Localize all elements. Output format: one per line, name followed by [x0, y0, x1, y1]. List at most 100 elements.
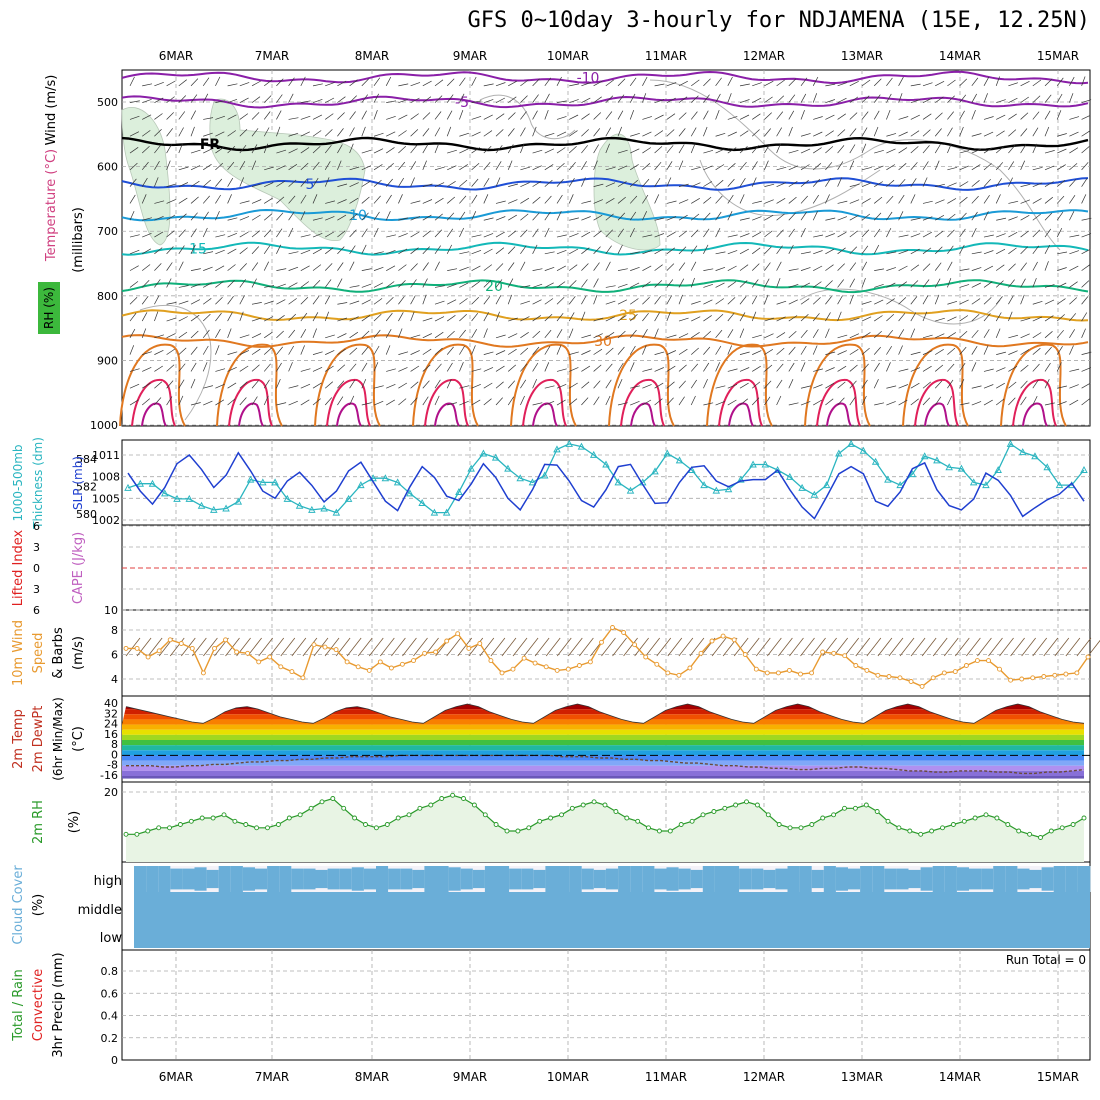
wind-barb: [398, 217, 409, 221]
wind-barb: [629, 211, 637, 221]
thickness-point: [271, 478, 279, 486]
wind-barb: [1008, 311, 1013, 322]
wind-barb: [129, 162, 138, 171]
wind-speed-point: [632, 642, 638, 648]
wind-barb: [141, 145, 150, 154]
wind-barb: [373, 109, 378, 120]
wind-barb: [666, 129, 675, 137]
wind-barb: [300, 131, 310, 137]
wind-barb: [983, 281, 993, 288]
cloud-high-bar: [1041, 867, 1054, 891]
wind-barb: [642, 147, 651, 154]
wind-barb: [227, 161, 235, 171]
wind-barb: [166, 246, 174, 255]
wind-barb: [776, 111, 784, 120]
wind-barb: [678, 396, 685, 406]
cloud-high-bar: [775, 868, 788, 890]
wind-barb: [849, 80, 859, 87]
wind-barb: [1020, 214, 1030, 221]
wind-barb: [727, 312, 735, 322]
rh-point: [602, 802, 608, 808]
wind-barb: [495, 145, 503, 154]
wind-barb: [190, 330, 199, 339]
wind-barb: [385, 281, 395, 288]
wind-barb: [617, 149, 628, 154]
wind-barb-10m: [302, 637, 318, 657]
wind-barb: [215, 131, 225, 137]
wind-barb: [471, 329, 478, 339]
wind-barb: [386, 383, 396, 389]
thickness-point: [406, 489, 414, 497]
wind-barb: [483, 328, 488, 338]
wind-barb: [202, 93, 209, 103]
wind-barb: [300, 100, 311, 103]
wind-barb: [434, 95, 443, 103]
rh-point: [820, 815, 826, 821]
wind-barb: [1032, 166, 1043, 171]
wind-barb: [373, 211, 380, 221]
wind-barb: [630, 251, 641, 255]
date-label-bottom: 6MAR: [159, 1070, 194, 1084]
wind-speed-point: [831, 650, 837, 656]
wind-barb: [581, 311, 586, 322]
wind-barb: [154, 311, 159, 322]
wind-barb: [337, 112, 345, 120]
wind-barb: [813, 147, 822, 154]
wind-speed-point: [886, 674, 892, 679]
wind-barb: [715, 362, 721, 372]
wind-speed-point: [842, 653, 848, 659]
cloud-high-bar: [605, 868, 619, 890]
wind-barb-10m: [236, 637, 251, 657]
wind-barb: [934, 380, 943, 389]
wind-barb-10m: [380, 637, 395, 657]
wind-barb: [1044, 181, 1054, 187]
wind-barb: [459, 132, 470, 137]
wind-barb: [654, 99, 665, 103]
wind-barb: [312, 83, 323, 87]
wind-barb: [398, 312, 404, 322]
wind-speed-point: [643, 654, 649, 660]
cloud-high-bar: [1065, 866, 1079, 892]
wind-barb: [751, 381, 761, 389]
cloud-high-bar: [896, 868, 909, 890]
wind-barb: [190, 314, 200, 322]
wind-barb: [739, 398, 749, 406]
wind-barb: [837, 177, 843, 187]
wind-barb: [1032, 245, 1040, 255]
temp-lobe-40: [532, 402, 558, 427]
wind-barb: [690, 395, 696, 406]
wind-barb: [837, 295, 843, 305]
rh-point: [123, 831, 129, 837]
thickness-point: [344, 494, 353, 502]
panel-axis-label: (%): [31, 894, 46, 917]
wind-barb: [446, 228, 454, 238]
wind-barb: [947, 166, 958, 171]
wind-barb: [861, 182, 872, 187]
panel-axis-label: & Barbs: [51, 627, 66, 679]
wind-speed-point: [466, 645, 472, 651]
rh-point: [972, 815, 978, 821]
rh-point: [199, 815, 205, 821]
wind-barb: [263, 229, 272, 238]
wind-barb: [947, 143, 952, 154]
wind-barb: [349, 379, 356, 389]
wind-speed-point: [742, 652, 748, 657]
wind-barb: [471, 399, 481, 406]
wind-barb: [800, 314, 809, 322]
wind-barb: [715, 93, 721, 103]
thickness-point: [1018, 448, 1027, 456]
panel-axis-label: Thickness (dm): [31, 437, 45, 530]
wind-barb: [910, 99, 921, 103]
wind-barb: [263, 245, 271, 255]
wind-barb: [629, 109, 635, 120]
wind-barb: [520, 197, 530, 204]
wind-barb: [654, 114, 664, 120]
wind-barb: [703, 362, 710, 372]
panel-axis-label: CAPE (J/kg): [71, 532, 86, 604]
wind-barb: [727, 265, 737, 271]
cloud-high-bar: [714, 866, 728, 892]
rh-point: [744, 799, 749, 805]
rh-point: [134, 831, 140, 837]
wind-barb: [410, 311, 415, 322]
wind-barb: [276, 212, 284, 221]
